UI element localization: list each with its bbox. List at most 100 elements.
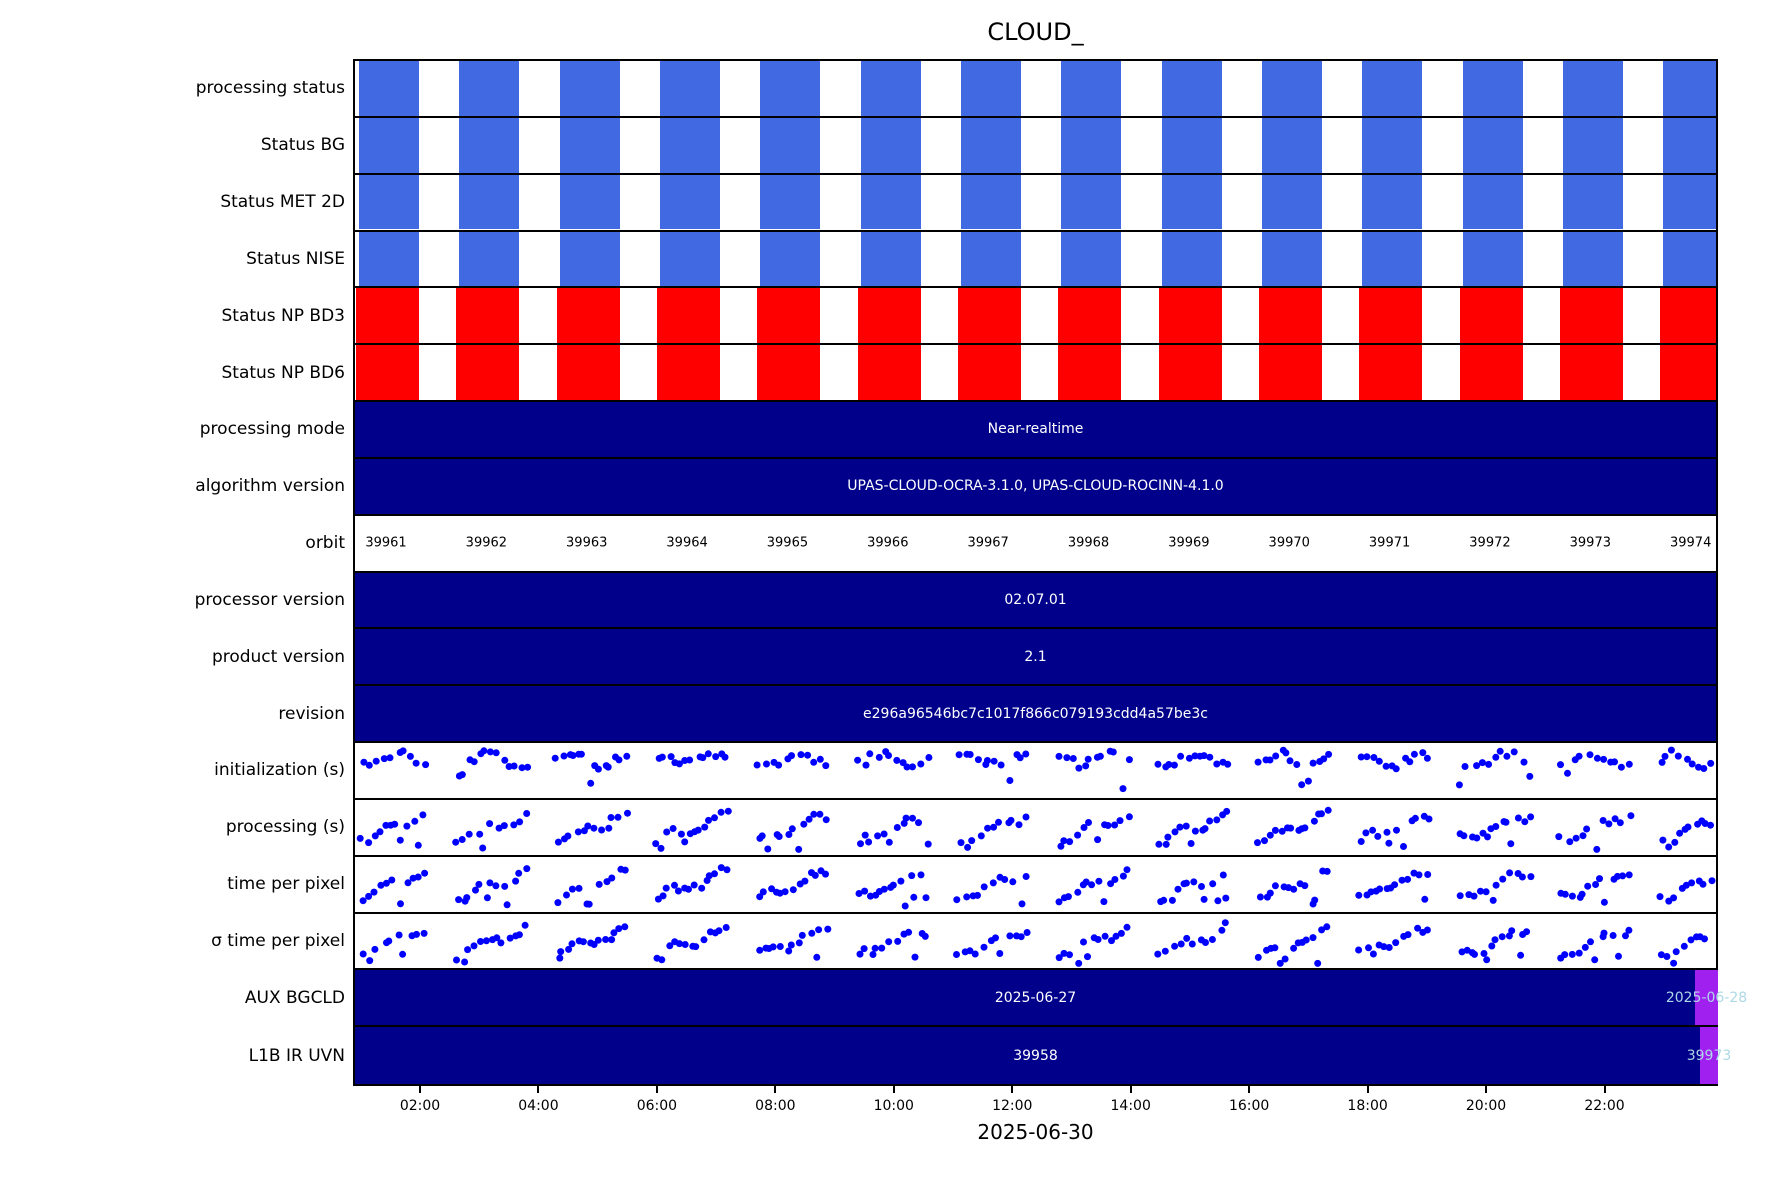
band-value: Near-realtime [987, 421, 1084, 438]
data-point [816, 755, 824, 763]
data-point [614, 813, 622, 821]
status-granule-segment [1462, 174, 1523, 230]
data-point [412, 759, 420, 767]
data-point [1393, 826, 1400, 834]
data-point [602, 935, 610, 943]
status-granule-segment [1562, 117, 1623, 173]
data-point [894, 937, 902, 945]
data-point [902, 814, 910, 822]
data-point [1271, 881, 1279, 889]
data-point [663, 828, 671, 836]
data-point [503, 900, 511, 908]
data-point [787, 941, 795, 948]
data-point [1214, 896, 1222, 904]
data-point [1385, 839, 1393, 847]
data-point [866, 750, 874, 758]
data-point [1605, 820, 1613, 828]
data-point [1484, 833, 1491, 841]
data-point [897, 877, 905, 885]
data-point [1575, 752, 1583, 760]
status-granule-segment [1660, 288, 1716, 344]
x-tick-mark [1603, 1086, 1606, 1093]
data-point [1521, 818, 1529, 826]
row-processing-status [355, 61, 1716, 116]
data-point [1082, 762, 1090, 770]
data-point [1009, 877, 1017, 885]
data-point [1080, 823, 1088, 831]
data-point [966, 946, 974, 954]
data-point [486, 748, 494, 756]
data-point [867, 892, 874, 900]
row-initialization-s [355, 743, 1716, 798]
data-point [1107, 879, 1115, 887]
data-point [1600, 929, 1608, 937]
data-point [461, 958, 469, 965]
data-point [1385, 943, 1393, 951]
status-granule-segment [1562, 174, 1623, 230]
data-point [564, 832, 572, 840]
status-granule-segment [860, 174, 921, 230]
data-point [1094, 835, 1102, 843]
data-point [512, 877, 520, 885]
status-granule-segment [957, 288, 1021, 344]
x-tick-mark [1129, 1086, 1132, 1093]
timing-scatter-plot [359, 863, 1716, 910]
data-point [1564, 769, 1571, 777]
data-point [722, 923, 730, 931]
data-point [1155, 840, 1163, 848]
data-point [1286, 757, 1294, 765]
data-point [1688, 760, 1696, 768]
data-point [717, 808, 725, 816]
data-point [1701, 934, 1708, 942]
data-point [1491, 935, 1499, 943]
data-point [1095, 877, 1103, 885]
status-granule-segment [356, 345, 419, 400]
status-granule-segment [757, 345, 821, 400]
data-point [1085, 818, 1092, 826]
data-point [551, 754, 559, 762]
data-point [1116, 816, 1124, 824]
data-point [1117, 929, 1125, 937]
orbit-number: 39967 [967, 535, 1009, 551]
data-point [1411, 814, 1419, 822]
status-granule-segment [1261, 174, 1322, 230]
data-point [1600, 898, 1608, 906]
data-point [1177, 940, 1185, 947]
data-point [470, 758, 478, 766]
data-point [694, 826, 702, 834]
data-point [510, 762, 518, 770]
data-point [590, 940, 598, 948]
data-point [587, 779, 595, 787]
orbit-number: 39963 [566, 535, 608, 551]
data-point [1165, 761, 1173, 768]
data-point [922, 893, 930, 901]
data-point [1055, 752, 1063, 760]
data-point [386, 754, 394, 762]
data-point [560, 752, 568, 760]
row-divider [355, 968, 1716, 971]
data-point [1561, 950, 1569, 958]
data-point [980, 883, 988, 891]
data-point [1063, 754, 1071, 762]
data-point [605, 824, 613, 832]
data-point [1410, 750, 1418, 758]
data-point [1055, 953, 1063, 961]
data-point [1125, 813, 1133, 821]
data-point [775, 832, 783, 840]
orbit-number: 39971 [1368, 535, 1411, 551]
data-point [563, 891, 570, 899]
row-processor-version: 02.07.01 [355, 572, 1716, 628]
data-point [711, 814, 718, 822]
status-granule-segment [556, 345, 620, 400]
orbit-number: 39970 [1268, 535, 1310, 551]
data-point [603, 877, 611, 885]
status-granule-segment [1459, 345, 1523, 400]
data-point [501, 756, 509, 764]
data-point [1670, 894, 1678, 902]
data-point [1323, 922, 1331, 930]
data-point [1185, 754, 1193, 762]
data-point [801, 877, 809, 885]
data-point [1421, 895, 1429, 903]
data-point [871, 944, 879, 952]
row-divider [355, 343, 1716, 346]
